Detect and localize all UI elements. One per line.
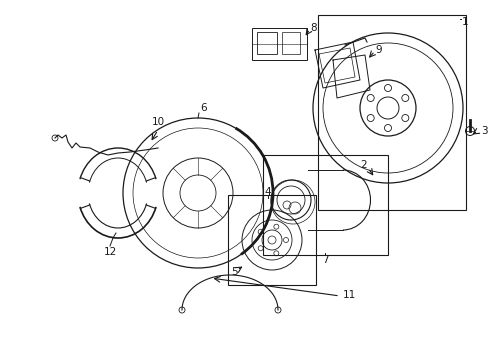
Text: 9: 9 xyxy=(374,45,381,55)
Bar xyxy=(257,32,276,54)
Text: 7: 7 xyxy=(321,255,327,265)
Bar xyxy=(317,15,465,210)
Text: 4: 4 xyxy=(264,187,271,197)
Text: 1: 1 xyxy=(461,17,468,27)
Text: 5: 5 xyxy=(230,267,237,277)
Bar xyxy=(263,155,387,255)
Bar xyxy=(282,32,299,54)
Text: 11: 11 xyxy=(342,290,356,300)
Text: 12: 12 xyxy=(103,247,116,257)
Bar xyxy=(251,28,306,60)
Text: 10: 10 xyxy=(151,117,164,127)
Text: 8: 8 xyxy=(309,23,316,33)
Bar xyxy=(227,195,315,285)
Text: 2: 2 xyxy=(360,160,366,170)
Text: 6: 6 xyxy=(200,103,206,113)
Text: 3: 3 xyxy=(480,126,487,136)
